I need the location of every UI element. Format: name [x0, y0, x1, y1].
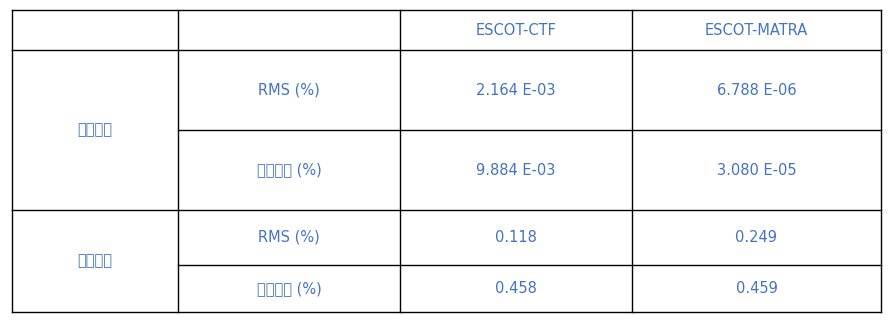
Text: 0.459: 0.459: [736, 281, 778, 296]
Text: 0.249: 0.249: [736, 230, 778, 245]
Text: ESCOT-CTF: ESCOT-CTF: [476, 23, 556, 37]
Text: 0.118: 0.118: [495, 230, 537, 245]
Text: 0.458: 0.458: [495, 281, 537, 296]
Text: 6.788 E-06: 6.788 E-06: [717, 82, 797, 98]
Text: RMS (%): RMS (%): [258, 230, 320, 245]
Text: ESCOT-MATRA: ESCOT-MATRA: [705, 23, 808, 37]
Text: 9.884 E-03: 9.884 E-03: [476, 163, 555, 177]
Text: 최대차이 (%): 최대차이 (%): [256, 163, 321, 177]
Text: 2.164 E-03: 2.164 E-03: [476, 82, 555, 98]
Text: 압력차이: 압력차이: [78, 253, 113, 269]
Text: 최대차이 (%): 최대차이 (%): [256, 281, 321, 296]
Text: RMS (%): RMS (%): [258, 82, 320, 98]
Text: 3.080 E-05: 3.080 E-05: [717, 163, 797, 177]
Text: 질량유속: 질량유속: [78, 122, 113, 137]
